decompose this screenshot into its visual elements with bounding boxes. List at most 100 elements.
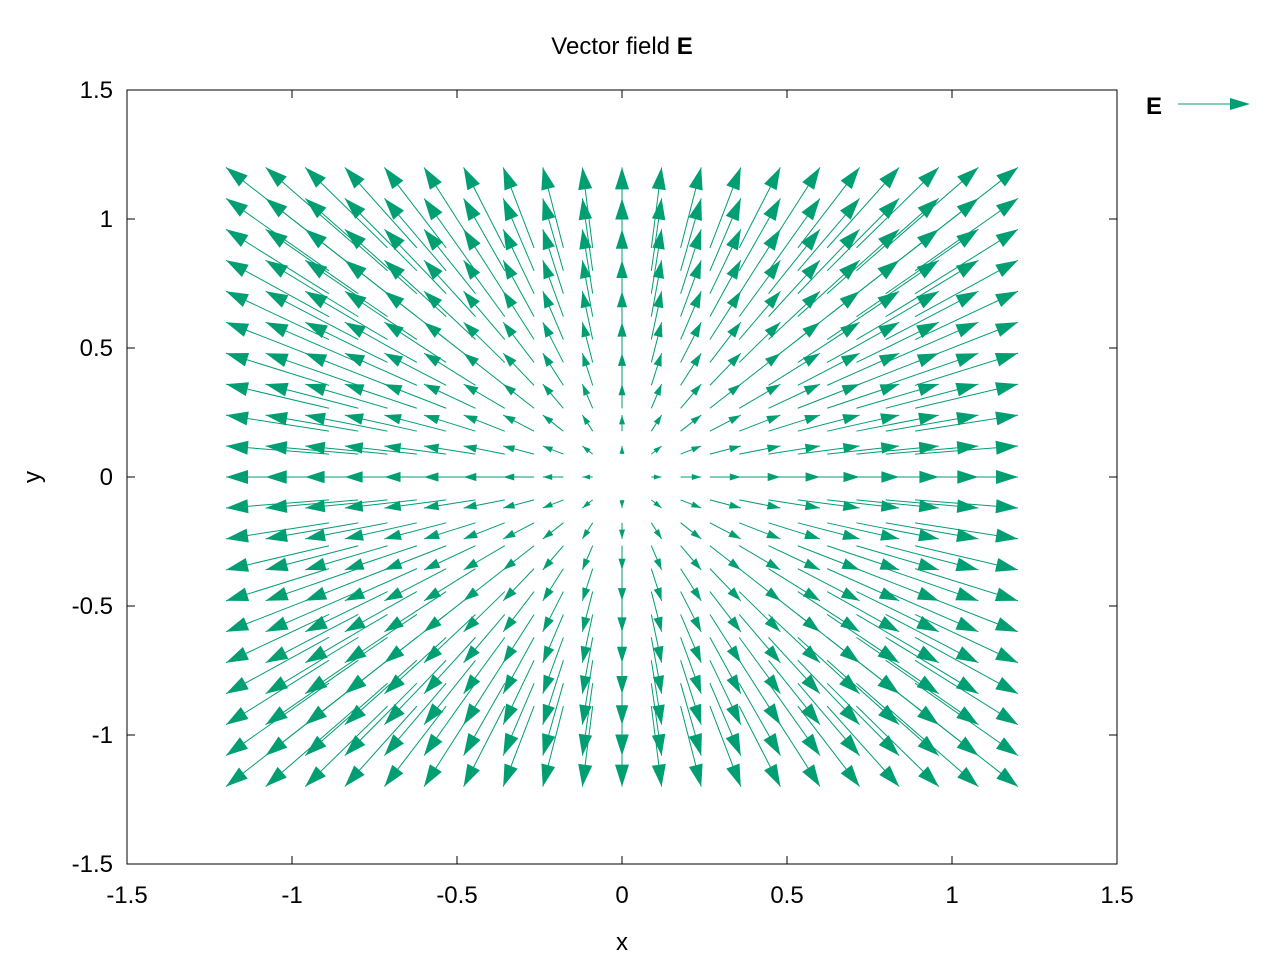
vector-arrow-head [840,353,860,367]
vector-arrow-head [344,587,366,601]
vector-arrow-head [424,415,440,425]
vector-arrow-head [918,528,939,542]
vector-arrow-head [265,766,287,787]
vector-arrow-head [226,707,249,725]
vector-arrow-head [801,645,820,663]
vector-arrow-head [994,587,1018,601]
vector-arrow-head [653,446,662,454]
vector-arrow-head [424,291,443,309]
vector-arrow-head [344,198,366,219]
vector-arrow-head [802,764,820,787]
vector-arrow-head [728,445,741,453]
vector-arrow-head [580,291,591,309]
vector-arrow-head [344,765,365,787]
y-tick-label: -0.5 [72,593,113,620]
vector-arrow-head [578,198,593,221]
x-axis-label: x [616,929,628,956]
vector-arrow-head [265,499,288,513]
vector-arrows [225,167,1019,787]
vector-arrow-head [384,703,405,725]
vector-arrow-head [503,198,519,222]
vector-arrow-head [582,474,591,480]
vector-arrow-head [617,617,627,632]
vector-arrow-head [916,586,939,601]
vector-arrow-head [226,617,250,632]
vector-arrow-head [726,763,741,787]
vector-arrow-head [801,674,820,694]
vector-arrow-head [619,446,625,454]
vector-arrow-head [384,384,403,396]
vector-arrow-head [424,322,442,338]
vector-arrow-head [690,384,702,396]
vector-arrow-head [690,353,702,367]
vector-arrow-head [878,616,900,632]
vector-arrow-head [804,443,820,453]
vector-arrow-head [839,260,860,280]
vector-arrow-head [305,705,327,725]
vector-arrow-head [265,412,288,426]
vector-arrow-head [305,167,326,188]
vector-arrow-head [615,167,629,190]
vector-arrow-head [840,198,860,220]
vector-arrow-head [580,260,592,279]
vector-arrow-head [804,415,820,425]
vector-arrow-head [877,291,900,309]
vector-arrow-head [995,558,1018,572]
vector-arrow-head [653,474,662,480]
vector-arrow-head [840,616,860,632]
vector-arrow-head [541,167,556,191]
vector-arrow-head [384,198,404,220]
vector-arrow-head [226,440,249,455]
vector-arrow-head [917,198,939,219]
vector-arrow-head [384,558,403,570]
vector-arrow-head [542,291,555,309]
vector-arrow-head [305,499,326,513]
vector-arrow-head [344,353,366,367]
vector-arrow-head [916,291,939,309]
vector-arrow-head [763,198,781,221]
vector-arrow-head [424,764,442,787]
vector-arrow-head [344,500,364,512]
vector-arrow-head [542,474,553,480]
vector-arrow-head [995,440,1018,455]
vector-arrow-head [726,260,741,280]
vector-arrow-head [542,616,554,632]
vector-arrow-head [842,500,860,511]
vector-arrow-head [955,353,979,367]
vector-arrow-head [344,735,366,756]
vector-arrow-head [689,703,702,725]
vector-arrow-head [800,229,820,251]
vector-arrow-head [878,198,900,219]
vector-arrow-head [305,615,328,632]
vector-arrow-head [503,322,517,338]
vector-arrow-head [763,703,781,725]
vector-arrow-head [619,415,625,425]
vector-arrow-head [463,763,480,787]
vector-arrow-head [955,646,979,663]
vector-arrow-head [880,529,900,541]
vector-arrow-head [653,415,662,425]
vector-arrow-head [802,587,820,601]
vector-arrow-head [226,528,249,543]
vector-arrow-head [839,229,860,251]
vector-arrow-head [542,446,553,453]
vector-arrow-head [995,528,1018,543]
vector-arrow-head [689,229,702,251]
vector-arrow-head [580,675,592,694]
vector-arrow-head [764,291,781,309]
vector-arrow-head [840,587,860,601]
vector-arrow-head [727,322,741,338]
vector-arrow-head [689,291,702,309]
x-tick-label: -1 [281,882,302,909]
vector-arrow-head [615,764,629,787]
vector-arrow-head [619,500,625,508]
vector-arrow-head [582,558,591,570]
vector-arrow-head [652,260,664,279]
vector-arrow-head [581,322,591,338]
vector-arrow-head [384,353,404,367]
vector-arrow-head [995,707,1018,725]
vector-arrow-head [503,229,518,251]
vector-arrow-head [265,167,287,188]
vector-arrow-head [766,415,781,424]
vector-arrow-head [226,587,250,601]
